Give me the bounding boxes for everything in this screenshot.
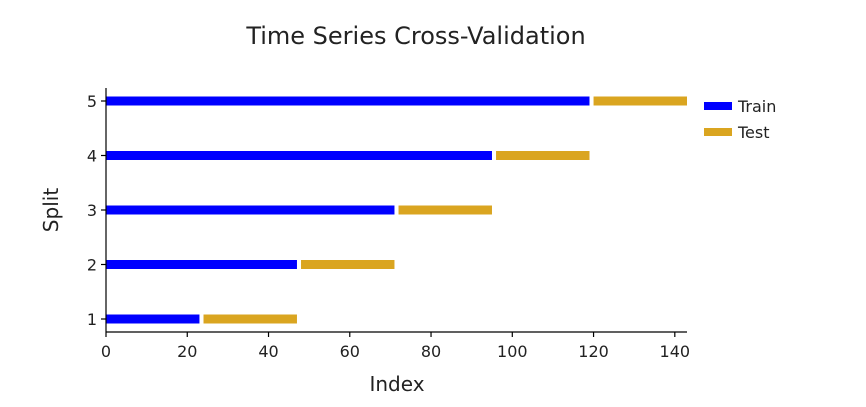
y-tick-label: 4 (87, 147, 97, 166)
test-bar-split-5 (593, 96, 687, 106)
x-tick-label: 100 (497, 342, 528, 361)
train-bar-split-1 (106, 314, 200, 324)
x-tick-label: 60 (340, 342, 360, 361)
chart-title: Time Series Cross-Validation (245, 22, 585, 50)
legend-label-test: Test (737, 123, 770, 142)
test-bar-split-2 (301, 260, 395, 269)
y-tick-label: 3 (87, 201, 97, 220)
legend-swatch-test (704, 128, 732, 136)
test-bar-split-1 (203, 314, 297, 324)
legend-swatch-train (704, 102, 732, 110)
y-axis-label: Split (39, 188, 63, 233)
train-bar-split-4 (106, 151, 492, 160)
y-tick-label: 5 (87, 92, 97, 111)
x-axis-label: Index (369, 372, 424, 396)
x-tick-label: 140 (660, 342, 691, 361)
x-tick-label: 20 (177, 342, 197, 361)
legend-label-train: Train (737, 97, 776, 116)
x-tick-label: 120 (578, 342, 609, 361)
x-tick-label: 0 (101, 342, 111, 361)
test-bar-split-4 (496, 151, 590, 160)
test-bar-split-3 (398, 205, 492, 215)
x-tick-label: 80 (421, 342, 441, 361)
x-tick-label: 40 (258, 342, 278, 361)
y-tick-label: 2 (87, 256, 97, 275)
y-tick-label: 1 (87, 310, 97, 329)
train-bar-split-5 (106, 96, 590, 106)
bars-group (106, 96, 687, 324)
legend: Train Test (704, 97, 776, 142)
axes-group: 0 20 40 60 80 100 120 140 1 2 3 4 5 (87, 88, 690, 361)
train-bar-split-3 (106, 205, 395, 215)
train-bar-split-2 (106, 260, 297, 269)
